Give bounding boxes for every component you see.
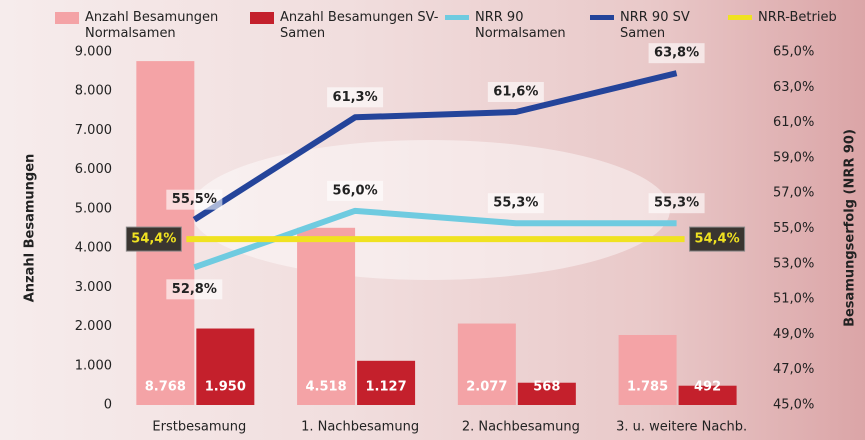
label-box — [166, 189, 223, 210]
label-box — [487, 82, 544, 103]
line-value-label: 52,8% — [172, 282, 217, 297]
bar-value-label: 2.077 — [466, 380, 507, 395]
x-tick-label: 3. u. weitere Nachb. — [616, 420, 747, 435]
bar — [517, 382, 576, 405]
label-box — [648, 43, 705, 64]
line-series — [192, 70, 678, 223]
bar-value-label: 568 — [533, 380, 560, 395]
y-tick-label: 2.000 — [75, 319, 112, 334]
label-box — [166, 279, 223, 300]
bar-value-label: 1.785 — [627, 380, 668, 395]
y2-tick-label: 45,0% — [773, 398, 814, 413]
legend-label: NRR 90 SV Samen — [620, 10, 690, 41]
label-box — [648, 193, 705, 214]
legend-item: Anzahl Besamungen Normalsamen — [55, 10, 245, 42]
legend-label: Anzahl Besamungen SV-Samen — [280, 10, 439, 41]
line-value-label: 55,5% — [172, 192, 217, 207]
line-value-label: 54,4% — [131, 232, 176, 247]
line-value-label: 61,6% — [493, 85, 538, 100]
y2-tick-label: 53,0% — [773, 256, 814, 271]
legend-item: NRR-Betrieb — [728, 10, 858, 26]
y2-tick-label: 49,0% — [773, 327, 814, 342]
line-value-label: 61,3% — [333, 90, 378, 105]
y2-axis-title: Besamungserfolg (NRR 90) — [843, 129, 858, 327]
x-tick-label: 2. Nachbesamung — [462, 420, 580, 435]
y-tick-label: 6.000 — [75, 162, 112, 177]
legend-label: Anzahl Besamungen Normalsamen — [85, 10, 219, 41]
legend-item: NRR 90 SV Samen — [590, 10, 695, 42]
line-value-label: 56,0% — [333, 183, 378, 198]
legend-swatch — [445, 15, 469, 20]
line-value-label: 63,8% — [654, 46, 699, 61]
legend-label: NRR-Betrieb — [758, 10, 837, 25]
label-box — [689, 226, 746, 252]
y-tick-label: 9.000 — [75, 45, 112, 60]
bar-value-label: 492 — [694, 380, 721, 395]
label-box — [487, 193, 544, 214]
bar — [196, 328, 255, 405]
line-value-label: 54,4% — [695, 232, 740, 247]
bar-value-label: 1.950 — [205, 380, 246, 395]
bar — [457, 323, 516, 405]
y2-tick-label: 59,0% — [773, 150, 814, 165]
y-tick-label: 0 — [104, 398, 112, 413]
x-tick-label: 1. Nachbesamung — [301, 420, 419, 435]
legend-swatch — [728, 15, 752, 20]
y-tick-label: 1.000 — [75, 358, 112, 373]
line-value-label: 55,3% — [493, 196, 538, 211]
bar-value-label: 8.768 — [145, 380, 186, 395]
bar — [297, 227, 356, 405]
legend-swatch — [55, 12, 79, 24]
bar-value-label: 1.127 — [366, 380, 407, 395]
legend-swatch — [250, 12, 274, 24]
legend-swatch — [590, 15, 614, 20]
y-tick-label: 5.000 — [75, 201, 112, 216]
legend-item: NRR 90 Normalsamen — [445, 10, 585, 42]
bar-value-label: 4.518 — [306, 380, 347, 395]
line-value-label: 55,3% — [654, 196, 699, 211]
background-glow — [190, 140, 670, 280]
y2-tick-label: 65,0% — [773, 45, 814, 60]
bar — [357, 360, 416, 405]
y2-tick-label: 55,0% — [773, 221, 814, 236]
label-box — [327, 180, 384, 201]
y2-tick-label: 51,0% — [773, 292, 814, 307]
y-tick-label: 8.000 — [75, 84, 112, 99]
bar — [678, 385, 737, 405]
bar — [618, 334, 677, 405]
y2-tick-label: 61,0% — [773, 115, 814, 130]
y-tick-label: 3.000 — [75, 280, 112, 295]
label-box — [125, 226, 182, 252]
y-tick-label: 4.000 — [75, 241, 112, 256]
label-box — [327, 87, 384, 108]
y2-tick-label: 47,0% — [773, 362, 814, 377]
y-axis-title: Anzahl Besamungen — [23, 154, 38, 303]
y2-tick-label: 57,0% — [773, 186, 814, 201]
y-tick-label: 7.000 — [75, 123, 112, 138]
y2-tick-label: 63,0% — [773, 80, 814, 95]
legend-label: NRR 90 Normalsamen — [475, 10, 566, 41]
x-tick-label: Erstbesamung — [152, 420, 246, 435]
legend-item: Anzahl Besamungen SV-Samen — [250, 10, 440, 42]
